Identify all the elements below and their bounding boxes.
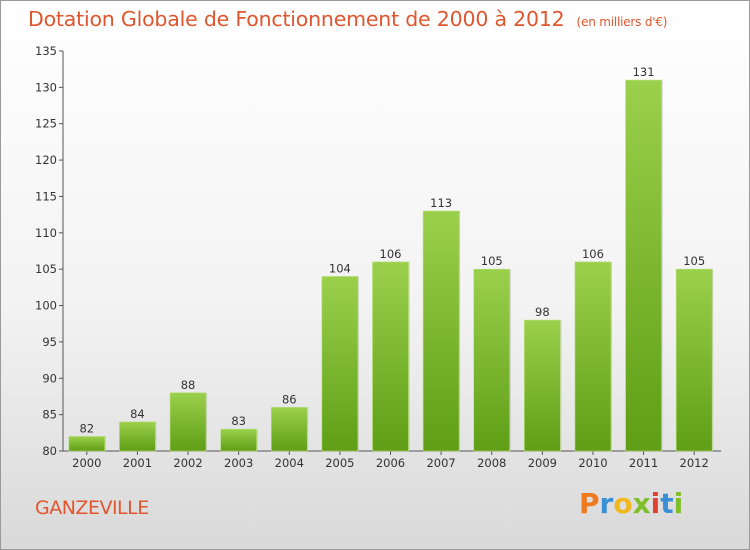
logo-letter: i — [673, 487, 684, 520]
y-tick-label: 95 — [42, 335, 57, 349]
data-label-2006: 106 — [380, 247, 402, 261]
proxiti-logo[interactable]: Proxiti — [579, 487, 683, 520]
data-label-2002: 88 — [181, 378, 196, 392]
y-tick-label: 85 — [42, 408, 57, 422]
x-tick-label-2012: 2012 — [680, 456, 709, 470]
bar-2004 — [270, 407, 308, 452]
bar-2006 — [372, 261, 409, 452]
x-tick-label-2005: 2005 — [325, 456, 354, 470]
logo-letter: r — [599, 487, 614, 520]
data-label-2009: 98 — [535, 305, 550, 319]
data-label-2003: 83 — [231, 414, 246, 428]
bar-2003 — [220, 428, 257, 452]
x-tick-label-2002: 2002 — [173, 456, 202, 470]
data-label-2008: 105 — [481, 254, 503, 268]
y-tick-label: 135 — [35, 44, 57, 58]
data-label-2011: 131 — [633, 65, 655, 79]
chart-axes: 80 85 90 95 100 105 110 115 120 125 130 135 — [35, 44, 721, 458]
y-tick-label: 110 — [35, 226, 57, 240]
data-label-2004: 86 — [282, 392, 297, 406]
y-tick-label: 80 — [42, 444, 57, 458]
logo-letter: o — [613, 487, 633, 520]
data-label-2005: 104 — [329, 261, 351, 275]
logo-letter: P — [579, 487, 600, 520]
data-label-2012: 105 — [683, 254, 705, 268]
chart-bars — [68, 79, 714, 452]
x-tick-label-2004: 2004 — [275, 456, 304, 470]
y-tick-label: 100 — [35, 299, 57, 313]
bar-2007 — [422, 210, 460, 452]
y-tick-label: 90 — [42, 371, 57, 385]
bar-2005 — [321, 276, 359, 452]
bar-2002 — [169, 392, 207, 452]
x-tick-label-2010: 2010 — [578, 456, 607, 470]
bar-2001 — [119, 421, 156, 452]
chart-labels: 82 2000 84 2001 88 2002 83 2003 86 2004 104 2005 106… — [72, 65, 709, 470]
data-label-2000: 82 — [79, 421, 94, 435]
x-tick-label-2001: 2001 — [123, 456, 152, 470]
x-tick-label-2011: 2011 — [629, 456, 658, 470]
chart-subtitle: (en milliers d'€) — [576, 15, 668, 29]
x-tick-label-2000: 2000 — [72, 456, 101, 470]
bar-2000 — [68, 436, 106, 452]
data-label-2007: 113 — [430, 196, 452, 210]
x-tick-label-2006: 2006 — [376, 456, 405, 470]
logo-letter: t — [660, 487, 674, 520]
city-name: GANZEVILLE — [35, 497, 149, 519]
x-tick-label-2003: 2003 — [224, 456, 253, 470]
bar-2012 — [675, 268, 713, 452]
bar-2010 — [574, 261, 612, 452]
logo-letter: x — [632, 487, 651, 520]
data-label-2001: 84 — [130, 407, 145, 421]
x-tick-label-2008: 2008 — [477, 456, 506, 470]
chart-title-text: Dotation Globale de Fonctionnement de 20… — [28, 7, 565, 31]
y-tick-label: 105 — [35, 262, 57, 276]
y-tick-label: 120 — [35, 153, 57, 167]
y-tick-label: 125 — [35, 117, 57, 131]
x-tick-label-2007: 2007 — [426, 456, 455, 470]
logo-letter: i — [650, 487, 661, 520]
bar-2008 — [473, 268, 511, 452]
bar-2009 — [524, 319, 561, 452]
bar-2011 — [625, 79, 662, 452]
y-tick-label: 115 — [35, 189, 57, 203]
y-tick-label: 130 — [35, 80, 57, 94]
x-tick-label-2009: 2009 — [528, 456, 557, 470]
chart-title: Dotation Globale de Fonctionnement de 20… — [28, 7, 667, 31]
data-label-2010: 106 — [582, 247, 604, 261]
